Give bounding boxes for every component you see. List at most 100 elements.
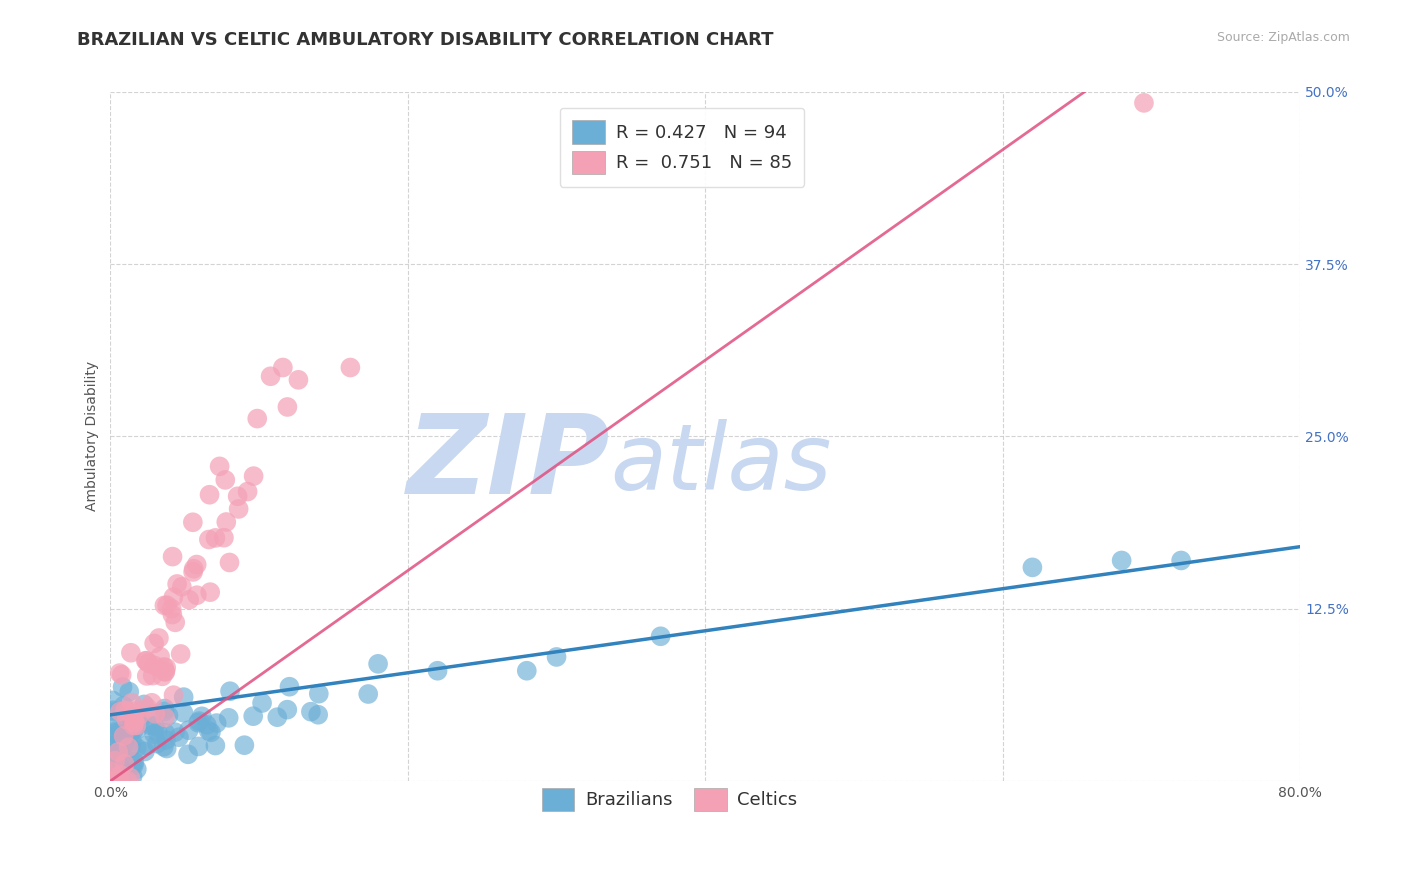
Point <box>122 718 145 732</box>
Point <box>177 723 200 738</box>
Point <box>357 687 380 701</box>
Point <box>112 729 135 743</box>
Point <box>124 714 146 728</box>
Point <box>242 469 264 483</box>
Point <box>117 774 139 789</box>
Point <box>100 774 122 789</box>
Point <box>148 631 170 645</box>
Point <box>266 710 288 724</box>
Point <box>121 769 143 783</box>
Point <box>108 764 131 778</box>
Point <box>104 754 127 768</box>
Point <box>108 705 131 719</box>
Point <box>143 636 166 650</box>
Point <box>153 665 176 679</box>
Point <box>100 748 122 763</box>
Point <box>155 660 177 674</box>
Point <box>198 533 221 547</box>
Point <box>104 774 127 789</box>
Point <box>287 373 309 387</box>
Point <box>135 669 157 683</box>
Point <box>136 701 159 715</box>
Point <box>218 711 240 725</box>
Point <box>104 705 127 719</box>
Point <box>127 712 149 726</box>
Point <box>187 715 209 730</box>
Point <box>149 649 172 664</box>
Point <box>170 580 193 594</box>
Point <box>157 708 180 723</box>
Point <box>215 515 238 529</box>
Point <box>516 664 538 678</box>
Point <box>103 724 125 739</box>
Point <box>122 723 145 738</box>
Point <box>108 741 131 756</box>
Text: Source: ZipAtlas.com: Source: ZipAtlas.com <box>1216 31 1350 45</box>
Point <box>117 705 139 719</box>
Point <box>186 588 208 602</box>
Point <box>100 764 122 779</box>
Point <box>101 693 124 707</box>
Point <box>103 726 125 740</box>
Point <box>121 696 143 710</box>
Point <box>128 716 150 731</box>
Point <box>153 704 176 718</box>
Point <box>117 724 139 739</box>
Point <box>125 704 148 718</box>
Point <box>107 745 129 759</box>
Point <box>112 698 135 713</box>
Point <box>172 706 194 720</box>
Point <box>104 771 127 785</box>
Point <box>134 744 156 758</box>
Point <box>104 774 127 789</box>
Point <box>127 722 149 736</box>
Point <box>108 666 131 681</box>
Point <box>155 733 177 747</box>
Point <box>128 708 150 723</box>
Point <box>153 660 176 674</box>
Point <box>212 531 235 545</box>
Point <box>228 502 250 516</box>
Point <box>141 696 163 710</box>
Point <box>120 740 142 755</box>
Point <box>546 649 568 664</box>
Point <box>105 740 128 755</box>
Point <box>307 707 329 722</box>
Point <box>111 680 134 694</box>
Point <box>218 556 240 570</box>
Point <box>650 629 672 643</box>
Point <box>1111 553 1133 567</box>
Text: atlas: atlas <box>610 419 831 509</box>
Point <box>135 654 157 668</box>
Point <box>150 669 173 683</box>
Point <box>110 761 132 775</box>
Point <box>250 696 273 710</box>
Point <box>111 729 134 743</box>
Point <box>156 741 179 756</box>
Point <box>187 739 209 754</box>
Point <box>125 718 148 732</box>
Point <box>308 687 330 701</box>
Point <box>110 745 132 759</box>
Point <box>100 774 122 789</box>
Point <box>122 758 145 772</box>
Point <box>120 771 142 785</box>
Point <box>143 658 166 673</box>
Point <box>170 647 193 661</box>
Point <box>278 680 301 694</box>
Point <box>121 734 143 748</box>
Point <box>100 774 122 789</box>
Point <box>426 664 449 678</box>
Point <box>124 755 146 769</box>
Point <box>108 774 131 789</box>
Point <box>118 728 141 742</box>
Point <box>153 701 176 715</box>
Point <box>107 735 129 749</box>
Point <box>173 690 195 705</box>
Point <box>179 592 201 607</box>
Point <box>153 726 176 740</box>
Point <box>111 667 134 681</box>
Point <box>138 656 160 670</box>
Point <box>233 738 256 752</box>
Point <box>205 716 228 731</box>
